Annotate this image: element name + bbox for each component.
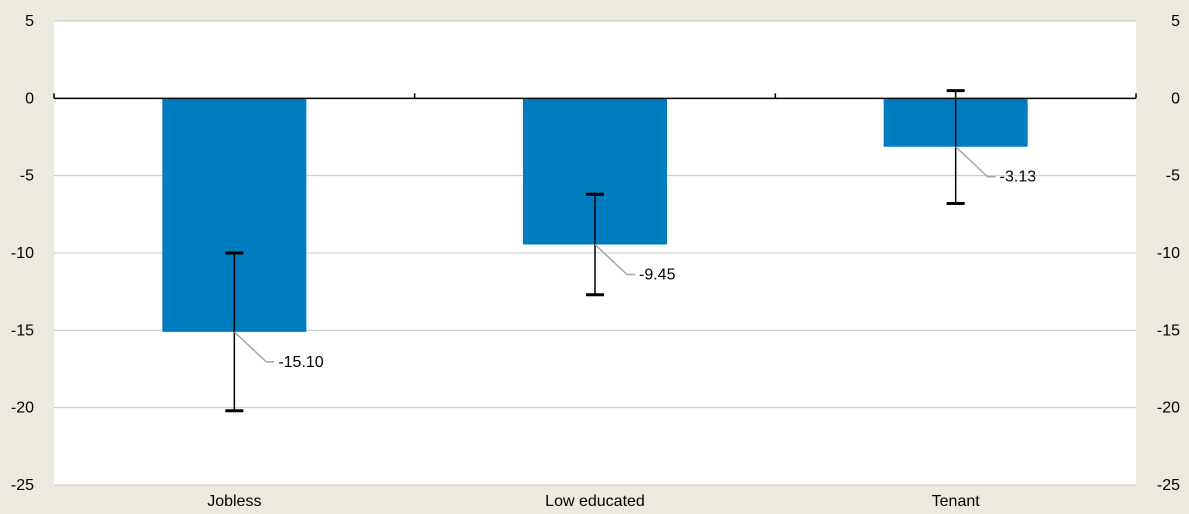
y-tick-label-left: 5	[25, 13, 34, 30]
y-tick-label-right: -5	[1166, 168, 1180, 185]
y-axis-right: 5 0 -5 -10 -15 -20 -25	[1157, 13, 1180, 494]
data-labels: -15.10 -9.45 -3.13	[233, 146, 1037, 371]
data-label-2: -3.13	[1000, 169, 1037, 186]
y-tick-label-right: -15	[1157, 322, 1180, 339]
y-tick-label-right: 0	[1171, 90, 1180, 107]
data-label-0: -15.10	[278, 354, 323, 371]
data-label-1: -9.45	[639, 266, 676, 283]
y-tick-label-left: -15	[11, 322, 34, 339]
y-tick-label-right: -25	[1157, 477, 1180, 494]
leader-line-2	[955, 146, 996, 178]
y-tick-label-left: -20	[11, 400, 34, 417]
leader-line-0	[233, 331, 275, 363]
y-tick-label-left: 0	[25, 90, 34, 107]
y-tick-label-left: -10	[11, 245, 34, 262]
y-tick-label-left: -5	[20, 168, 34, 185]
category-label-1: Low educated	[545, 493, 645, 510]
category-label-2: Tenant	[932, 493, 981, 510]
leader-line-1	[594, 243, 635, 276]
y-axis-left: 5 0 -5 -10 -15 -20 -25	[11, 13, 34, 494]
y-tick-label-left: -25	[11, 477, 34, 494]
y-tick-label-right: 5	[1171, 13, 1180, 30]
category-label-0: Jobless	[207, 493, 261, 510]
y-tick-label-right: -10	[1157, 245, 1180, 262]
y-tick-label-right: -20	[1157, 400, 1180, 417]
x-axis-categories: Jobless Low educated Tenant	[207, 493, 980, 510]
